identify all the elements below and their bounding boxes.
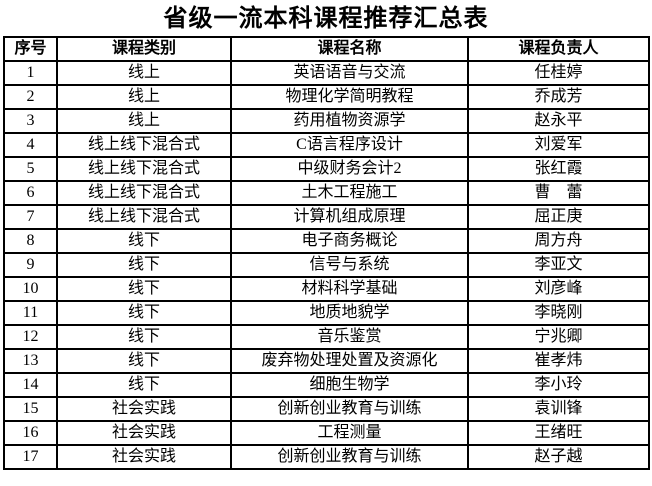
cell-course-name: 药用植物资源学 (230, 108, 469, 134)
cell-course-name: 创新创业教育与训练 (230, 444, 469, 470)
cell-category: 线上 (56, 84, 232, 110)
table-row: 12 线下 音乐鉴赏 宁兆卿 (3, 324, 650, 350)
cell-leader: 崔孝炜 (467, 348, 650, 374)
cell-course-name: 废弃物处理处置及资源化 (230, 348, 469, 374)
cell-category: 线上线下混合式 (56, 180, 232, 206)
cell-index: 1 (3, 60, 58, 86)
table-row: 2 线上 物理化学简明教程 乔成芳 (3, 84, 650, 110)
table-row: 7 线上线下混合式 计算机组成原理 屈正庚 (3, 204, 650, 230)
cell-index: 2 (3, 84, 58, 110)
table-body: 1 线上 英语语音与交流 任桂婷 2 线上 物理化学简明教程 乔成芳 3 线上 药用植物资源学 赵永平… (3, 60, 650, 470)
cell-index: 10 (3, 276, 58, 302)
cell-index: 3 (3, 108, 58, 134)
cell-course-name: 土木工程施工 (230, 180, 469, 206)
table-row: 4 线上线下混合式 C语言程序设计 刘爱军 (3, 132, 650, 158)
table-row: 11 线下 地质地貌学 李晓刚 (3, 300, 650, 326)
cell-course-name: 细胞生物学 (230, 372, 469, 398)
column-header-leader: 课程负责人 (467, 36, 650, 62)
course-summary-table: 序号 课程类别 课程名称 课程负责人 1 线上 英语语音与交流 任桂婷 2 线上 物理化学简明教程… (3, 36, 650, 470)
cell-leader: 屈正庚 (467, 204, 650, 230)
cell-course-name: 中级财务会计2 (230, 156, 469, 182)
cell-leader: 袁训锋 (467, 396, 650, 422)
cell-course-name: 工程测量 (230, 420, 469, 446)
cell-index: 13 (3, 348, 58, 374)
cell-leader: 曹 蕾 (467, 180, 650, 206)
cell-category: 线下 (56, 300, 232, 326)
cell-category: 线下 (56, 372, 232, 398)
table-row: 3 线上 药用植物资源学 赵永平 (3, 108, 650, 134)
cell-course-name: 创新创业教育与训练 (230, 396, 469, 422)
cell-leader: 赵子越 (467, 444, 650, 470)
column-header-index: 序号 (3, 36, 58, 62)
table-row: 1 线上 英语语音与交流 任桂婷 (3, 60, 650, 86)
cell-index: 9 (3, 252, 58, 278)
cell-course-name: 英语语音与交流 (230, 60, 469, 86)
cell-leader: 李亚文 (467, 252, 650, 278)
table-row: 8 线下 电子商务概论 周方舟 (3, 228, 650, 254)
cell-category: 线下 (56, 324, 232, 350)
cell-index: 16 (3, 420, 58, 446)
cell-index: 8 (3, 228, 58, 254)
table-row: 14 线下 细胞生物学 李小玲 (3, 372, 650, 398)
cell-course-name: 电子商务概论 (230, 228, 469, 254)
cell-leader: 乔成芳 (467, 84, 650, 110)
cell-leader: 周方舟 (467, 228, 650, 254)
cell-index: 15 (3, 396, 58, 422)
table-row: 5 线上线下混合式 中级财务会计2 张红霞 (3, 156, 650, 182)
column-header-category: 课程类别 (56, 36, 232, 62)
cell-index: 14 (3, 372, 58, 398)
cell-index: 4 (3, 132, 58, 158)
cell-leader: 张红霞 (467, 156, 650, 182)
cell-category: 线上 (56, 108, 232, 134)
cell-index: 11 (3, 300, 58, 326)
cell-course-name: 计算机组成原理 (230, 204, 469, 230)
cell-index: 17 (3, 444, 58, 470)
cell-category: 社会实践 (56, 444, 232, 470)
table-row: 10 线下 材料科学基础 刘彦峰 (3, 276, 650, 302)
cell-leader: 刘彦峰 (467, 276, 650, 302)
cell-category: 线上 (56, 60, 232, 86)
cell-category: 线上线下混合式 (56, 156, 232, 182)
cell-category: 线上线下混合式 (56, 132, 232, 158)
table-row: 9 线下 信号与系统 李亚文 (3, 252, 650, 278)
cell-category: 线下 (56, 348, 232, 374)
table-row: 13 线下 废弃物处理处置及资源化 崔孝炜 (3, 348, 650, 374)
page-title: 省级一流本科课程推荐汇总表 (163, 6, 489, 32)
cell-index: 12 (3, 324, 58, 350)
table-row: 6 线上线下混合式 土木工程施工曹 蕾 (3, 180, 650, 206)
cell-leader: 李小玲 (467, 372, 650, 398)
table-row: 17 社会实践 创新创业教育与训练 赵子越 (3, 444, 650, 470)
cell-index: 6 (3, 180, 58, 206)
cell-course-name: 材料科学基础 (230, 276, 469, 302)
cell-leader: 李晓刚 (467, 300, 650, 326)
cell-leader: 王绪旺 (467, 420, 650, 446)
table-row: 16 社会实践 工程测量 王绪旺 (3, 420, 650, 446)
cell-category: 线上线下混合式 (56, 204, 232, 230)
cell-course-name: 物理化学简明教程 (230, 84, 469, 110)
cell-index: 7 (3, 204, 58, 230)
page: { "title": "省级一流本科课程推荐汇总表", "table": { "… (0, 5, 652, 486)
table-row: 15 社会实践 创新创业教育与训练 袁训锋 (3, 396, 650, 422)
cell-course-name: 信号与系统 (230, 252, 469, 278)
column-header-course-name: 课程名称 (230, 36, 469, 62)
cell-leader: 刘爱军 (467, 132, 650, 158)
cell-category: 社会实践 (56, 420, 232, 446)
cell-leader: 赵永平 (467, 108, 650, 134)
table-header-row: 序号 课程类别 课程名称 课程负责人 (3, 36, 650, 62)
cell-course-name: 音乐鉴赏 (230, 324, 469, 350)
cell-category: 线下 (56, 228, 232, 254)
cell-category: 线下 (56, 252, 232, 278)
cell-category: 社会实践 (56, 396, 232, 422)
cell-leader: 宁兆卿 (467, 324, 650, 350)
cell-leader: 任桂婷 (467, 60, 650, 86)
cell-course-name: 地质地貌学 (230, 300, 469, 326)
cell-index: 5 (3, 156, 58, 182)
cell-course-name: C语言程序设计 (230, 132, 469, 158)
cell-category: 线下 (56, 276, 232, 302)
